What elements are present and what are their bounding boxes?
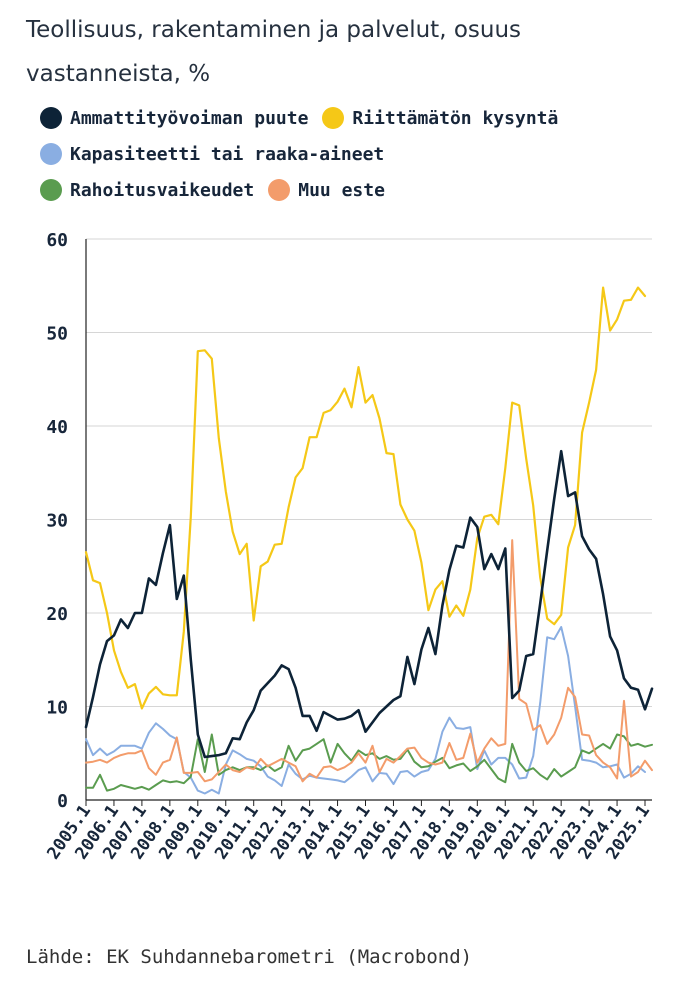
series-line-3 [85,626,646,795]
legend-label: Ammattityövoiman puute [70,107,309,129]
series-line-5 [85,539,653,783]
legend-item: Muu este [268,179,385,201]
legend-row: Ammattityövoiman puute Riittämätön kysynt… [40,100,680,136]
legend-swatch [268,179,291,201]
legend-item: Rahoitusvaikeudet [40,179,254,201]
chart-title: Teollisuus, rakentaminen ja palvelut, os… [26,17,522,87]
legend-swatch [40,107,62,129]
y-tick-label: 30 [46,511,68,532]
source-note: Lähde: EK Suhdannebarometri (Macrobond) [26,946,473,968]
legend-item: Riittämätön kysyntä [322,107,558,129]
legend: Ammattityövoiman puute Riittämätön kysynt… [40,100,680,208]
y-tick-label: 40 [46,417,68,438]
legend-swatch [40,179,62,201]
legend-label: Rahoitusvaikeudet [70,179,255,201]
legend-row: Kapasiteetti tai raaka-aineet [40,136,680,172]
legend-label: Kapasiteetti tai raaka-aineet [70,143,385,165]
series-line-2 [84,286,647,710]
series-line-4 [85,733,653,792]
legend-item: Kapasiteetti tai raaka-aineet [40,143,384,165]
legend-swatch [40,143,62,165]
y-tick-label: 20 [46,604,68,625]
series-line-1 [84,449,654,759]
legend-label: Muu este [298,179,385,201]
legend-row: Rahoitusvaikeudet Muu este [40,172,680,208]
legend-swatch [322,107,345,129]
y-tick-label: 50 [46,324,68,345]
line-chart: 01020304050602005.12006.12007.12008.1200… [43,230,654,863]
y-tick-label: 60 [46,230,68,251]
y-tick-label: 0 [57,791,68,812]
y-tick-label: 10 [46,698,68,719]
legend-item: Ammattityövoiman puute [40,107,308,129]
legend-label: Riittämätön kysyntä [352,107,559,129]
